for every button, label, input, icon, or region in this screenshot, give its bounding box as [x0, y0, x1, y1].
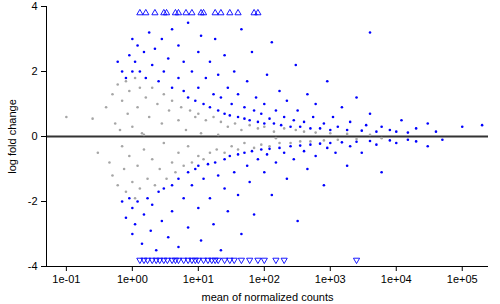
svg-text:-2: -2	[28, 195, 38, 207]
svg-text:0: 0	[31, 130, 37, 142]
svg-text:-4: -4	[28, 260, 38, 272]
svg-text:1e+00: 1e+00	[117, 273, 148, 285]
svg-text:4: 4	[31, 0, 37, 12]
svg-text:1e+02: 1e+02	[249, 273, 280, 285]
svg-text:1e+03: 1e+03	[315, 273, 346, 285]
svg-text:log fold change: log fold change	[6, 99, 18, 174]
svg-text:1e+04: 1e+04	[381, 273, 412, 285]
svg-text:mean of normalized counts: mean of normalized counts	[201, 291, 334, 303]
svg-text:1e-01: 1e-01	[52, 273, 80, 285]
svg-text:1e+01: 1e+01	[183, 273, 214, 285]
svg-text:1e+05: 1e+05	[447, 273, 478, 285]
svg-text:2: 2	[31, 65, 37, 77]
